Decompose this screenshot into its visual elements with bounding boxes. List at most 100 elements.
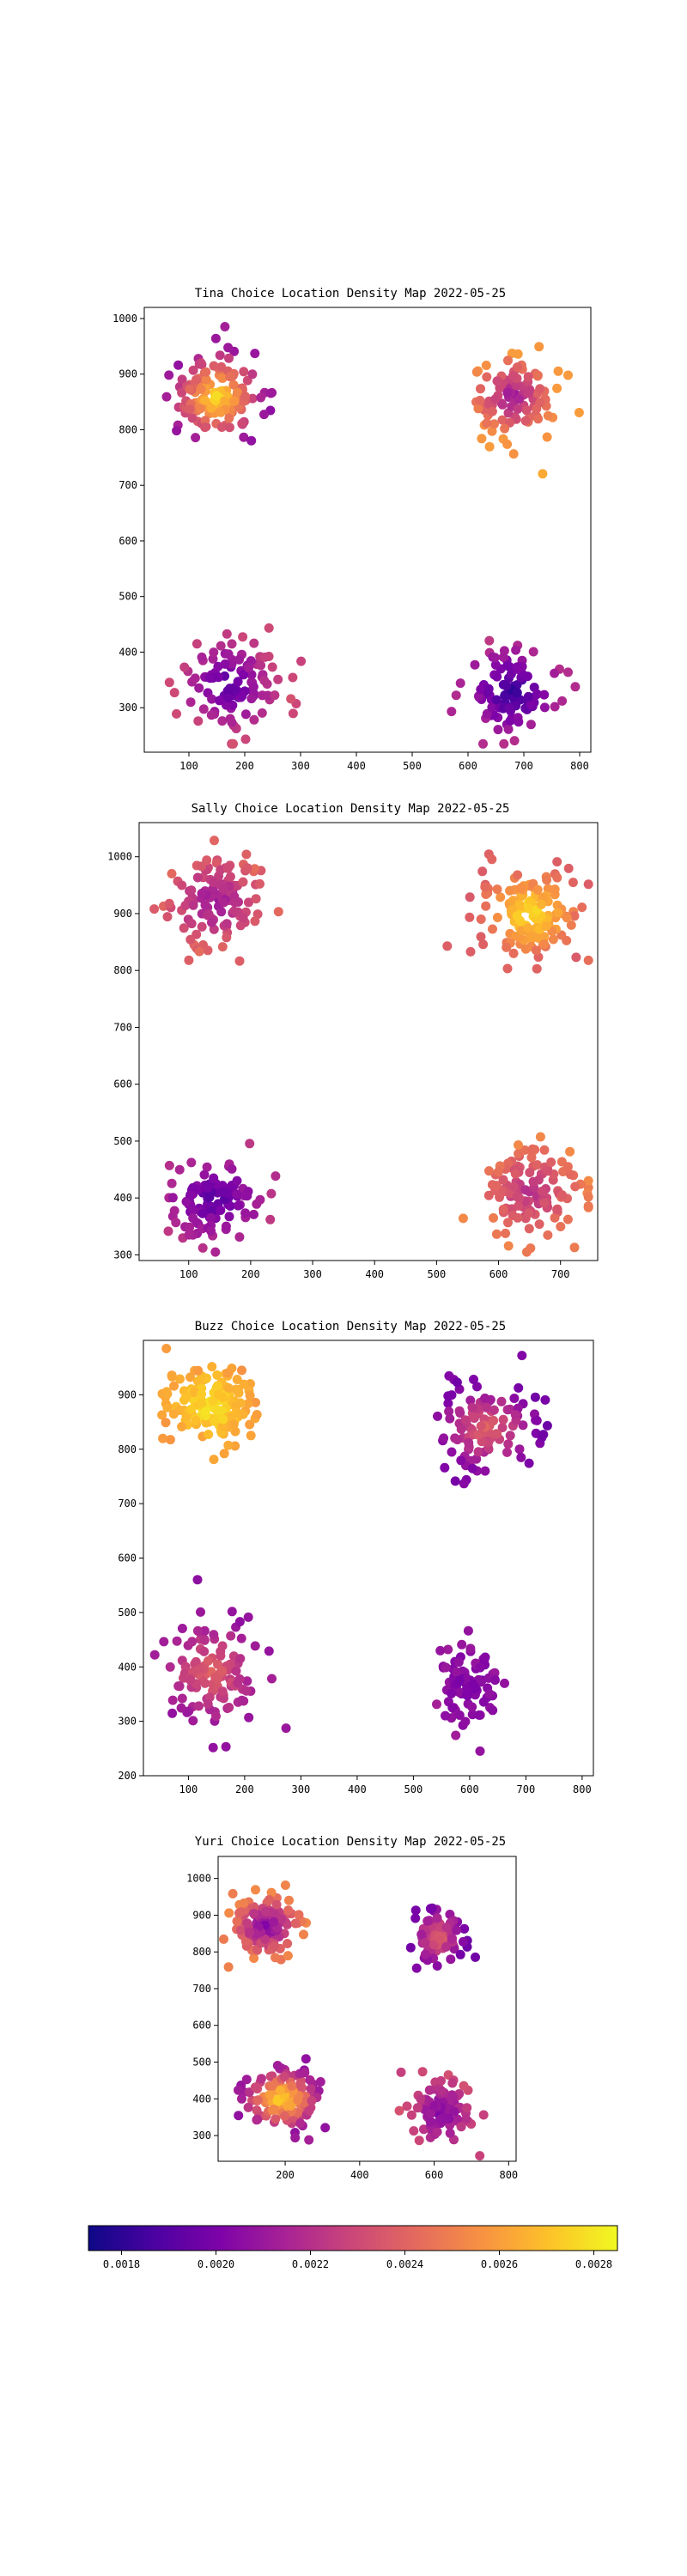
data-point [221,1221,231,1231]
data-point [172,426,182,436]
y-tick-label: 800 [119,423,137,435]
data-point [208,1396,218,1406]
data-point [453,1657,464,1668]
data-point [290,1918,301,1929]
data-point [538,1430,549,1440]
data-point [228,738,238,749]
data-point [201,374,211,385]
data-point [283,1905,294,1916]
scatter-plot-area: 100 200 300 400 500 600 700 300 400 500 600 700 800 9… [107,822,599,1280]
data-point [169,1206,179,1216]
data-point [552,872,562,883]
data-point [394,2105,404,2116]
data-point [185,404,195,415]
data-point [225,372,235,382]
chart-title: Tina Choice Location Density Map 2022-05… [195,287,506,301]
x-tick-label: 400 [365,1268,384,1280]
data-point [574,408,584,417]
data-point [525,903,534,914]
data-point [473,404,483,414]
data-point [234,1674,245,1684]
data-point [512,688,522,698]
data-point [270,1941,280,1952]
data-point [445,2128,455,2138]
data-point [277,1914,287,1924]
data-point [231,1666,241,1676]
data-point [232,1189,242,1200]
data-point [491,1429,502,1439]
data-point [475,395,485,405]
data-point [206,710,216,720]
data-point [217,1666,228,1676]
data-point [467,1463,477,1473]
data-point [484,1689,495,1699]
data-point [509,1394,520,1403]
data-point [480,882,490,892]
data-point [563,863,574,873]
data-point [205,673,216,683]
x-tick-label: 500 [428,1268,447,1280]
data-point [195,1664,205,1674]
data-point [197,861,207,872]
data-point [185,934,196,945]
data-point [456,1425,466,1434]
data-point [177,1422,187,1431]
data-point [266,1887,277,1898]
data-point [500,690,510,701]
data-point [304,2105,314,2116]
data-point [260,1934,271,1944]
data-point [271,2114,281,2124]
x-tick-label: 200 [276,2169,295,2181]
data-point [252,1199,262,1209]
data-point [481,901,491,911]
data-point [484,441,495,452]
data-point [209,361,219,371]
data-point [234,1232,245,1242]
data-point [405,1942,416,1953]
data-point [193,1365,204,1376]
colorbar-tick-label: 0.0018 [103,2258,140,2270]
data-point [534,342,544,352]
y-tick-label: 700 [119,479,137,491]
data-point [225,872,235,882]
data-point [169,1381,179,1391]
data-point [504,703,514,714]
data-point [194,683,204,693]
data-point [452,1377,462,1388]
data-point [267,2105,277,2115]
data-point [484,635,495,646]
data-point [539,690,550,700]
data-point [481,361,491,370]
x-tick-label: 600 [489,1268,508,1280]
data-point [510,1169,520,1179]
plot-frame [217,1856,517,2162]
data-point [457,1639,467,1649]
y-tick-label: 1000 [112,313,137,325]
data-point [441,1710,450,1721]
data-point [532,370,543,380]
data-point [508,449,519,459]
data-point [521,405,532,416]
data-point [180,1393,191,1403]
data-point [288,672,298,683]
data-point [542,1420,552,1431]
colorbar-tick-label: 0.0028 [575,2258,612,2270]
data-point [510,1410,520,1420]
data-point [192,1575,203,1585]
data-point [514,1140,523,1150]
data-point [583,1176,593,1186]
data-point [227,717,237,727]
data-point [478,2110,489,2120]
data-point [444,1370,454,1381]
data-point [209,647,219,658]
data-point [537,1186,547,1196]
chart-title: Yuri Choice Location Density Map 2022-05… [195,1835,506,1849]
data-point [222,933,232,943]
data-point [245,1927,254,1937]
data-point [201,1418,211,1428]
data-point [523,923,533,933]
data-point [460,1415,471,1425]
chart-title: Buzz Choice Location Density Map 2022-05… [195,1320,506,1334]
colorbar-ticks: 0.0018 0.0020 0.0022 0.0024 0.0026 0.0028 [103,2251,612,2270]
data-point [210,1416,220,1426]
